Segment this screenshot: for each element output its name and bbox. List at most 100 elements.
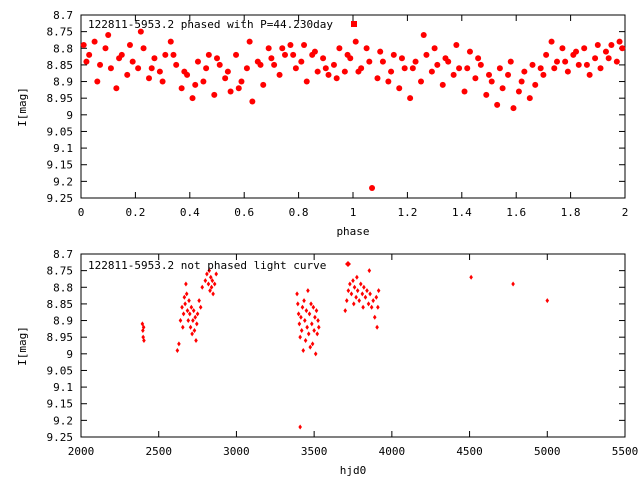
- phased-plot-x-tick-label: 1.4: [452, 206, 472, 219]
- data-point: [140, 321, 145, 327]
- data-point: [140, 45, 147, 52]
- data-point: [265, 45, 272, 52]
- data-point: [246, 38, 253, 45]
- data-point: [564, 68, 571, 75]
- data-point: [156, 68, 163, 75]
- data-point: [233, 51, 240, 58]
- data-point: [575, 61, 582, 68]
- data-point: [313, 351, 318, 357]
- data-point: [379, 58, 386, 65]
- data-point: [431, 45, 438, 52]
- data-point: [206, 281, 211, 287]
- data-point: [175, 347, 180, 353]
- data-point: [159, 78, 166, 85]
- data-point: [526, 95, 533, 102]
- data-point: [91, 38, 98, 45]
- phased-plot-points: [80, 28, 626, 192]
- data-point: [472, 75, 479, 82]
- data-point: [354, 294, 358, 300]
- data-point: [602, 48, 609, 55]
- data-point: [605, 55, 612, 62]
- data-point: [193, 314, 198, 320]
- light-curve-plot-y-tick-label: 8.7: [53, 248, 73, 261]
- data-point: [532, 81, 539, 88]
- data-point: [420, 31, 427, 38]
- data-point: [198, 304, 203, 310]
- data-point: [310, 341, 315, 347]
- data-point: [306, 288, 310, 294]
- phased-plot-title: 122811-5953.2 phased with P=44.230day: [88, 18, 333, 31]
- phased-plot-y-label: I[mag]: [16, 87, 29, 127]
- data-point: [351, 278, 355, 284]
- data-point: [195, 311, 200, 317]
- data-point: [409, 65, 416, 72]
- phased-plot-x-tick-label: 1.6: [506, 206, 526, 219]
- data-point: [162, 51, 169, 58]
- data-point: [377, 48, 384, 55]
- data-point: [372, 314, 377, 320]
- data-point: [581, 45, 588, 52]
- data-point: [194, 338, 198, 344]
- data-point: [369, 304, 374, 310]
- data-point: [551, 65, 558, 72]
- data-point: [141, 328, 145, 334]
- data-point: [308, 344, 313, 350]
- data-point: [177, 341, 181, 347]
- phased-plot-x-tick-label: 2: [622, 206, 629, 219]
- data-point: [464, 65, 471, 72]
- data-point: [352, 38, 359, 45]
- data-point: [365, 288, 369, 294]
- data-point: [301, 347, 306, 353]
- data-point: [189, 95, 196, 102]
- data-point: [385, 78, 392, 85]
- light-curve-plot-x-tick-label: 4500: [456, 445, 483, 458]
- phased-plot-x-tick-label: 0.2: [125, 206, 145, 219]
- phased-plot-y-tick-label: 9.1: [53, 142, 73, 155]
- data-point: [322, 65, 329, 72]
- data-point: [390, 51, 397, 58]
- data-point: [208, 274, 213, 280]
- data-point: [355, 288, 360, 294]
- data-point: [461, 88, 468, 95]
- phased-plot-y-tick-label: 8.75: [47, 26, 74, 39]
- data-point: [214, 55, 220, 62]
- data-point: [412, 58, 419, 65]
- phased-plot: 0 0.2 0.4 0.6 0.8 1 1.2 1.4 1.6 1.8 2 8.78.758.88.…: [16, 9, 628, 238]
- phased-plot-x-tick-label: 0.6: [234, 206, 254, 219]
- light-curve-plot-x-tick-label: 3000: [223, 445, 250, 458]
- data-point: [181, 68, 188, 75]
- data-point: [355, 68, 362, 75]
- data-point: [188, 311, 192, 317]
- data-point: [518, 78, 525, 85]
- data-point: [363, 45, 370, 52]
- data-point: [529, 61, 536, 68]
- data-point: [170, 51, 177, 58]
- data-point: [456, 65, 463, 72]
- data-point: [209, 284, 214, 290]
- phased-plot-y-tick-label: 9: [66, 109, 73, 122]
- data-point: [548, 38, 555, 45]
- data-point: [316, 318, 320, 324]
- data-point: [298, 424, 302, 430]
- data-point: [173, 61, 180, 68]
- phased-plot-x-tick-label: 1.2: [397, 206, 417, 219]
- data-point: [186, 318, 191, 324]
- data-point: [227, 88, 234, 95]
- data-point: [540, 71, 547, 78]
- data-point: [613, 58, 620, 65]
- light-curve-plot-points: [140, 268, 550, 430]
- phased-plot-y-tick-label: 8.8: [53, 42, 73, 55]
- data-point: [439, 81, 446, 88]
- data-point: [180, 304, 184, 310]
- light-curve-plot-y-tick-label: 8.75: [47, 265, 74, 278]
- light-curve-plot-y-tick-label: 8.8: [53, 281, 73, 294]
- light-curve-plot-legend-marker: [345, 261, 351, 267]
- data-point: [296, 301, 300, 307]
- data-point: [216, 61, 223, 68]
- data-point: [188, 324, 193, 330]
- data-point: [187, 298, 191, 304]
- data-point: [222, 75, 229, 82]
- light-curve-plot-frame: [80, 253, 626, 438]
- data-point: [368, 291, 372, 297]
- data-point: [314, 308, 319, 314]
